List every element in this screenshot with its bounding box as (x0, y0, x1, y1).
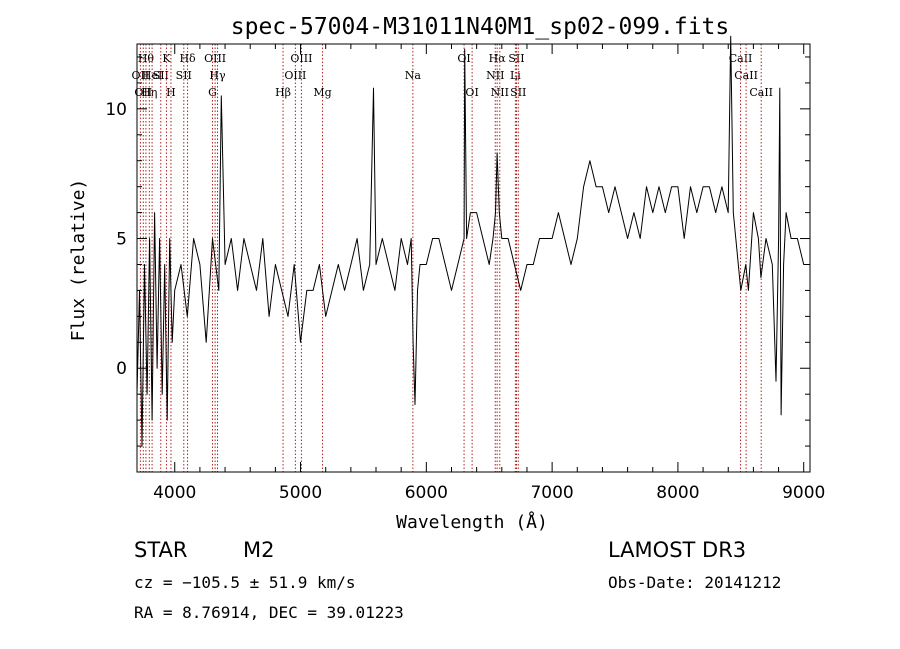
line-label-15: OIII (290, 52, 312, 65)
x-tick-label-5: 9000 (782, 483, 825, 503)
object-subclass: M2 (243, 538, 275, 562)
line-label-22: NII (491, 86, 509, 99)
spectrum-line-0 (136, 35, 810, 447)
y-tick-label-1: 5 (116, 230, 127, 250)
x-tick-label-1: 5000 (279, 483, 322, 503)
line-label-3: Hη (141, 86, 157, 99)
object-class: STAR (134, 538, 188, 562)
redshift-cz: cz = −105.5 ± 51.9 km/s (134, 573, 356, 592)
line-label-2: Hθ (138, 52, 155, 65)
x-tick-label-2: 6000 (405, 483, 448, 503)
line-label-17: Na (405, 69, 422, 82)
spectrum-series (136, 35, 810, 447)
line-label-6: K (162, 52, 171, 65)
y-tick-label-2: 10 (105, 100, 127, 120)
line-label-25: SII (510, 86, 526, 99)
x-axis-label: Wavelength (Å) (396, 511, 548, 533)
axes: 4000 5000 6000 7000 8000 9000 0 5 10 (105, 44, 825, 503)
line-label-11: OIII (204, 52, 226, 65)
line-label-8: SII (176, 69, 192, 82)
line-label-10: G (208, 86, 217, 99)
survey-label: LAMOST DR3 (608, 538, 747, 562)
line-label-21: Hα (489, 52, 507, 65)
line-label-13: Hβ (275, 86, 291, 99)
line-label-5: SII (153, 69, 169, 82)
plot-frame (136, 43, 811, 473)
x-tick-label-4: 8000 (656, 483, 699, 503)
line-label-12: Hγ (209, 69, 226, 82)
line-label-24: SII (508, 52, 524, 65)
ra-dec: RA = 8.76914, DEC = 39.01223 (134, 603, 404, 622)
line-label-19: OI (465, 86, 478, 99)
y-axis-label: Flux (relative) (68, 179, 89, 342)
line-label-4: HeI (142, 69, 162, 82)
obs-date: Obs-Date: 20141212 (608, 573, 782, 592)
x-tick-label-3: 7000 (530, 483, 573, 503)
spectral-line-markers: OIIOIIHθHηHeISIIKHSIIHδGOIIIHγHβOIIIOIII… (132, 44, 773, 472)
line-label-28: CaII (749, 86, 773, 99)
line-label-27: CaII (734, 69, 758, 82)
line-label-20: NII (486, 69, 504, 82)
line-label-0: OII (132, 69, 150, 82)
chart-title: spec-57004-M31011N40M1_sp02-099.fits (231, 14, 730, 40)
line-label-26: CaII (729, 52, 753, 65)
line-label-9: Hδ (179, 52, 196, 65)
line-label-16: Mg (313, 86, 331, 99)
x-tick-label-0: 4000 (153, 483, 196, 503)
line-label-18: OI (457, 52, 470, 65)
spectrum-chart: spec-57004-M31011N40M1_sp02-099.fits OII… (68, 14, 825, 533)
line-label-23: Li (510, 69, 521, 82)
line-label-1: OII (134, 86, 152, 99)
line-label-7: H (166, 86, 176, 99)
y-tick-label-0: 0 (116, 359, 127, 379)
line-label-14: OIII (284, 69, 306, 82)
